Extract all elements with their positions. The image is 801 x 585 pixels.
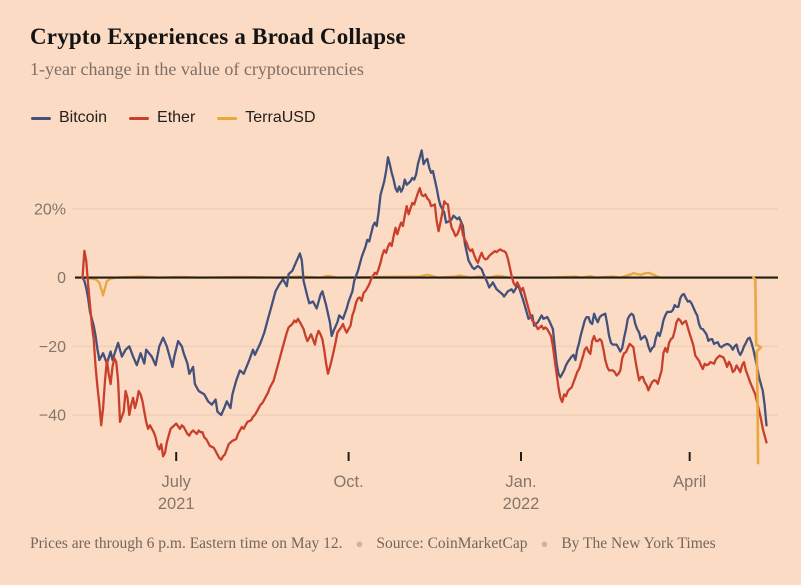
x-axis-label: Jan. (505, 473, 536, 491)
page-subtitle: 1-year change in the value of cryptocurr… (30, 59, 364, 79)
bitcoin-line (81, 149, 768, 427)
legend-label-ether: Ether (157, 109, 196, 126)
terrausd-swatch-icon (217, 116, 238, 120)
x-axis-label: April (673, 473, 706, 491)
terrausd-collapse-line (752, 276, 763, 465)
x-axis-label: Oct. (333, 473, 363, 491)
footer-byline: By The New York Times (561, 535, 716, 552)
x-axis-label: July (162, 473, 192, 491)
footer-bullet-icon: ● (540, 536, 549, 551)
chart-legend: Bitcoin Ether TerraUSD (31, 109, 316, 127)
x-axis-year-label: 2021 (158, 495, 195, 513)
terrausd-line (81, 271, 757, 297)
footer-note: Prices are through 6 p.m. Eastern time o… (30, 535, 343, 552)
ether-swatch-icon (129, 116, 150, 120)
page-title: Crypto Experiences a Broad Collapse (30, 24, 406, 49)
bitcoin-swatch-icon (31, 116, 51, 120)
legend-item-terrausd: TerraUSD (217, 109, 316, 127)
footer-bullet-icon: ● (355, 536, 364, 551)
y-axis-label: −40 (39, 408, 66, 425)
chart-footer: Prices are through 6 p.m. Eastern time o… (30, 535, 790, 553)
legend-item-ether: Ether (129, 109, 195, 127)
y-axis-label: 20% (34, 201, 66, 218)
ether-line (81, 187, 768, 461)
legend-item-bitcoin: Bitcoin (31, 109, 107, 127)
y-axis-label: 0 (57, 270, 66, 287)
chart-header: Crypto Experiences a Broad Collapse 1-ye… (30, 24, 770, 80)
x-axis-year-label: 2022 (503, 495, 540, 513)
legend-label-bitcoin: Bitcoin (59, 109, 108, 126)
legend-label-terrausd: TerraUSD (245, 109, 316, 126)
footer-source: Source: CoinMarketCap (376, 535, 528, 552)
y-axis-label: −20 (39, 339, 66, 356)
